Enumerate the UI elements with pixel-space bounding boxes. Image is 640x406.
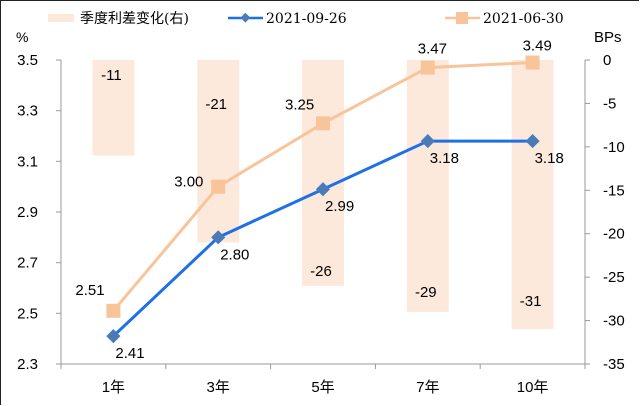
axes: 3.5 3.3 3.1 2.9 2.7 2.5 2.3 0 -5 -10 -15 -20 -25 -30 -… [17, 52, 625, 396]
square-marker [525, 55, 540, 70]
line2-value-label: 2.51 [75, 282, 104, 299]
legend-bar-label: 季度利差变化(右) [80, 11, 189, 27]
right-tick-label: -20 [603, 226, 625, 243]
line-series [106, 55, 540, 344]
line1-value-label: 3.18 [430, 150, 459, 167]
bar-4 [511, 60, 554, 330]
right-tick-label: -30 [603, 313, 625, 330]
bar-series [92, 60, 554, 330]
left-tick-label: 2.3 [17, 356, 38, 373]
left-tick-label: 2.7 [17, 255, 38, 272]
x-tick-label: 3年 [207, 379, 230, 396]
legend-line2-label: 2021-06-30 [483, 11, 564, 27]
left-tick-label: 2.9 [17, 204, 38, 221]
legend-line2-swatch [445, 12, 480, 24]
left-axis-unit: % [16, 29, 28, 45]
bar-0 [92, 60, 135, 156]
square-marker [211, 179, 226, 194]
bar-3 [406, 60, 449, 312]
legend-line1-label: 2021-09-26 [266, 11, 347, 27]
legend-line1-swatch [228, 12, 263, 23]
bar-value-label: -29 [415, 284, 437, 301]
line2-value-label: 3.49 [523, 38, 552, 55]
line2-value-label: 3.47 [418, 41, 447, 58]
bar-value-label: -21 [205, 96, 227, 113]
square-marker [316, 116, 330, 131]
line1-value-label: 3.18 [535, 150, 564, 167]
line2-value-label: 3.00 [174, 174, 203, 191]
left-tick-label: 2.5 [17, 305, 38, 322]
line2-value-label: 3.25 [285, 96, 314, 113]
line1-value-label: 2.80 [220, 246, 249, 263]
right-axis-unit: BPs [594, 29, 622, 46]
x-tick-label: 7年 [416, 379, 439, 396]
right-tick-label: -25 [603, 269, 625, 286]
right-tick-label: -10 [603, 139, 625, 156]
left-tick-label: 3.1 [17, 153, 38, 170]
right-tick-label: -35 [603, 356, 625, 373]
diamond-marker [315, 182, 331, 197]
bar-value-label: -11 [101, 67, 122, 84]
left-tick-label: 3.5 [17, 52, 38, 69]
diamond-marker [420, 133, 435, 149]
legend-bar-swatch [48, 14, 74, 22]
bar-value-label: -26 [310, 263, 332, 280]
x-tick-label: 10年 [517, 379, 549, 396]
bar-value-label: -31 [520, 293, 542, 310]
right-tick-label: 0 [603, 52, 611, 69]
right-tick-label: -15 [603, 182, 625, 199]
line1-value-label: 2.99 [325, 198, 354, 215]
data-labels: -11 -21 -26 -29 -31 2.51 3.00 3.25 3.47 3.49 2.41 2… [75, 38, 563, 363]
legend: 季度利差变化(右) 2021-09-26 2021-06-30 [48, 11, 564, 27]
bar-1 [197, 60, 240, 243]
diamond-marker [106, 329, 121, 344]
right-tick-label: -5 [603, 95, 616, 112]
bar-2 [302, 60, 344, 286]
square-marker [106, 303, 121, 318]
left-tick-label: 3.3 [17, 103, 38, 120]
diamond-marker [211, 230, 226, 245]
x-tick-label: 1年 [102, 379, 125, 396]
line1-value-label: 2.41 [115, 345, 144, 362]
diamond-marker [525, 133, 540, 149]
x-tick-label: 5年 [311, 379, 334, 396]
square-marker [420, 60, 435, 75]
